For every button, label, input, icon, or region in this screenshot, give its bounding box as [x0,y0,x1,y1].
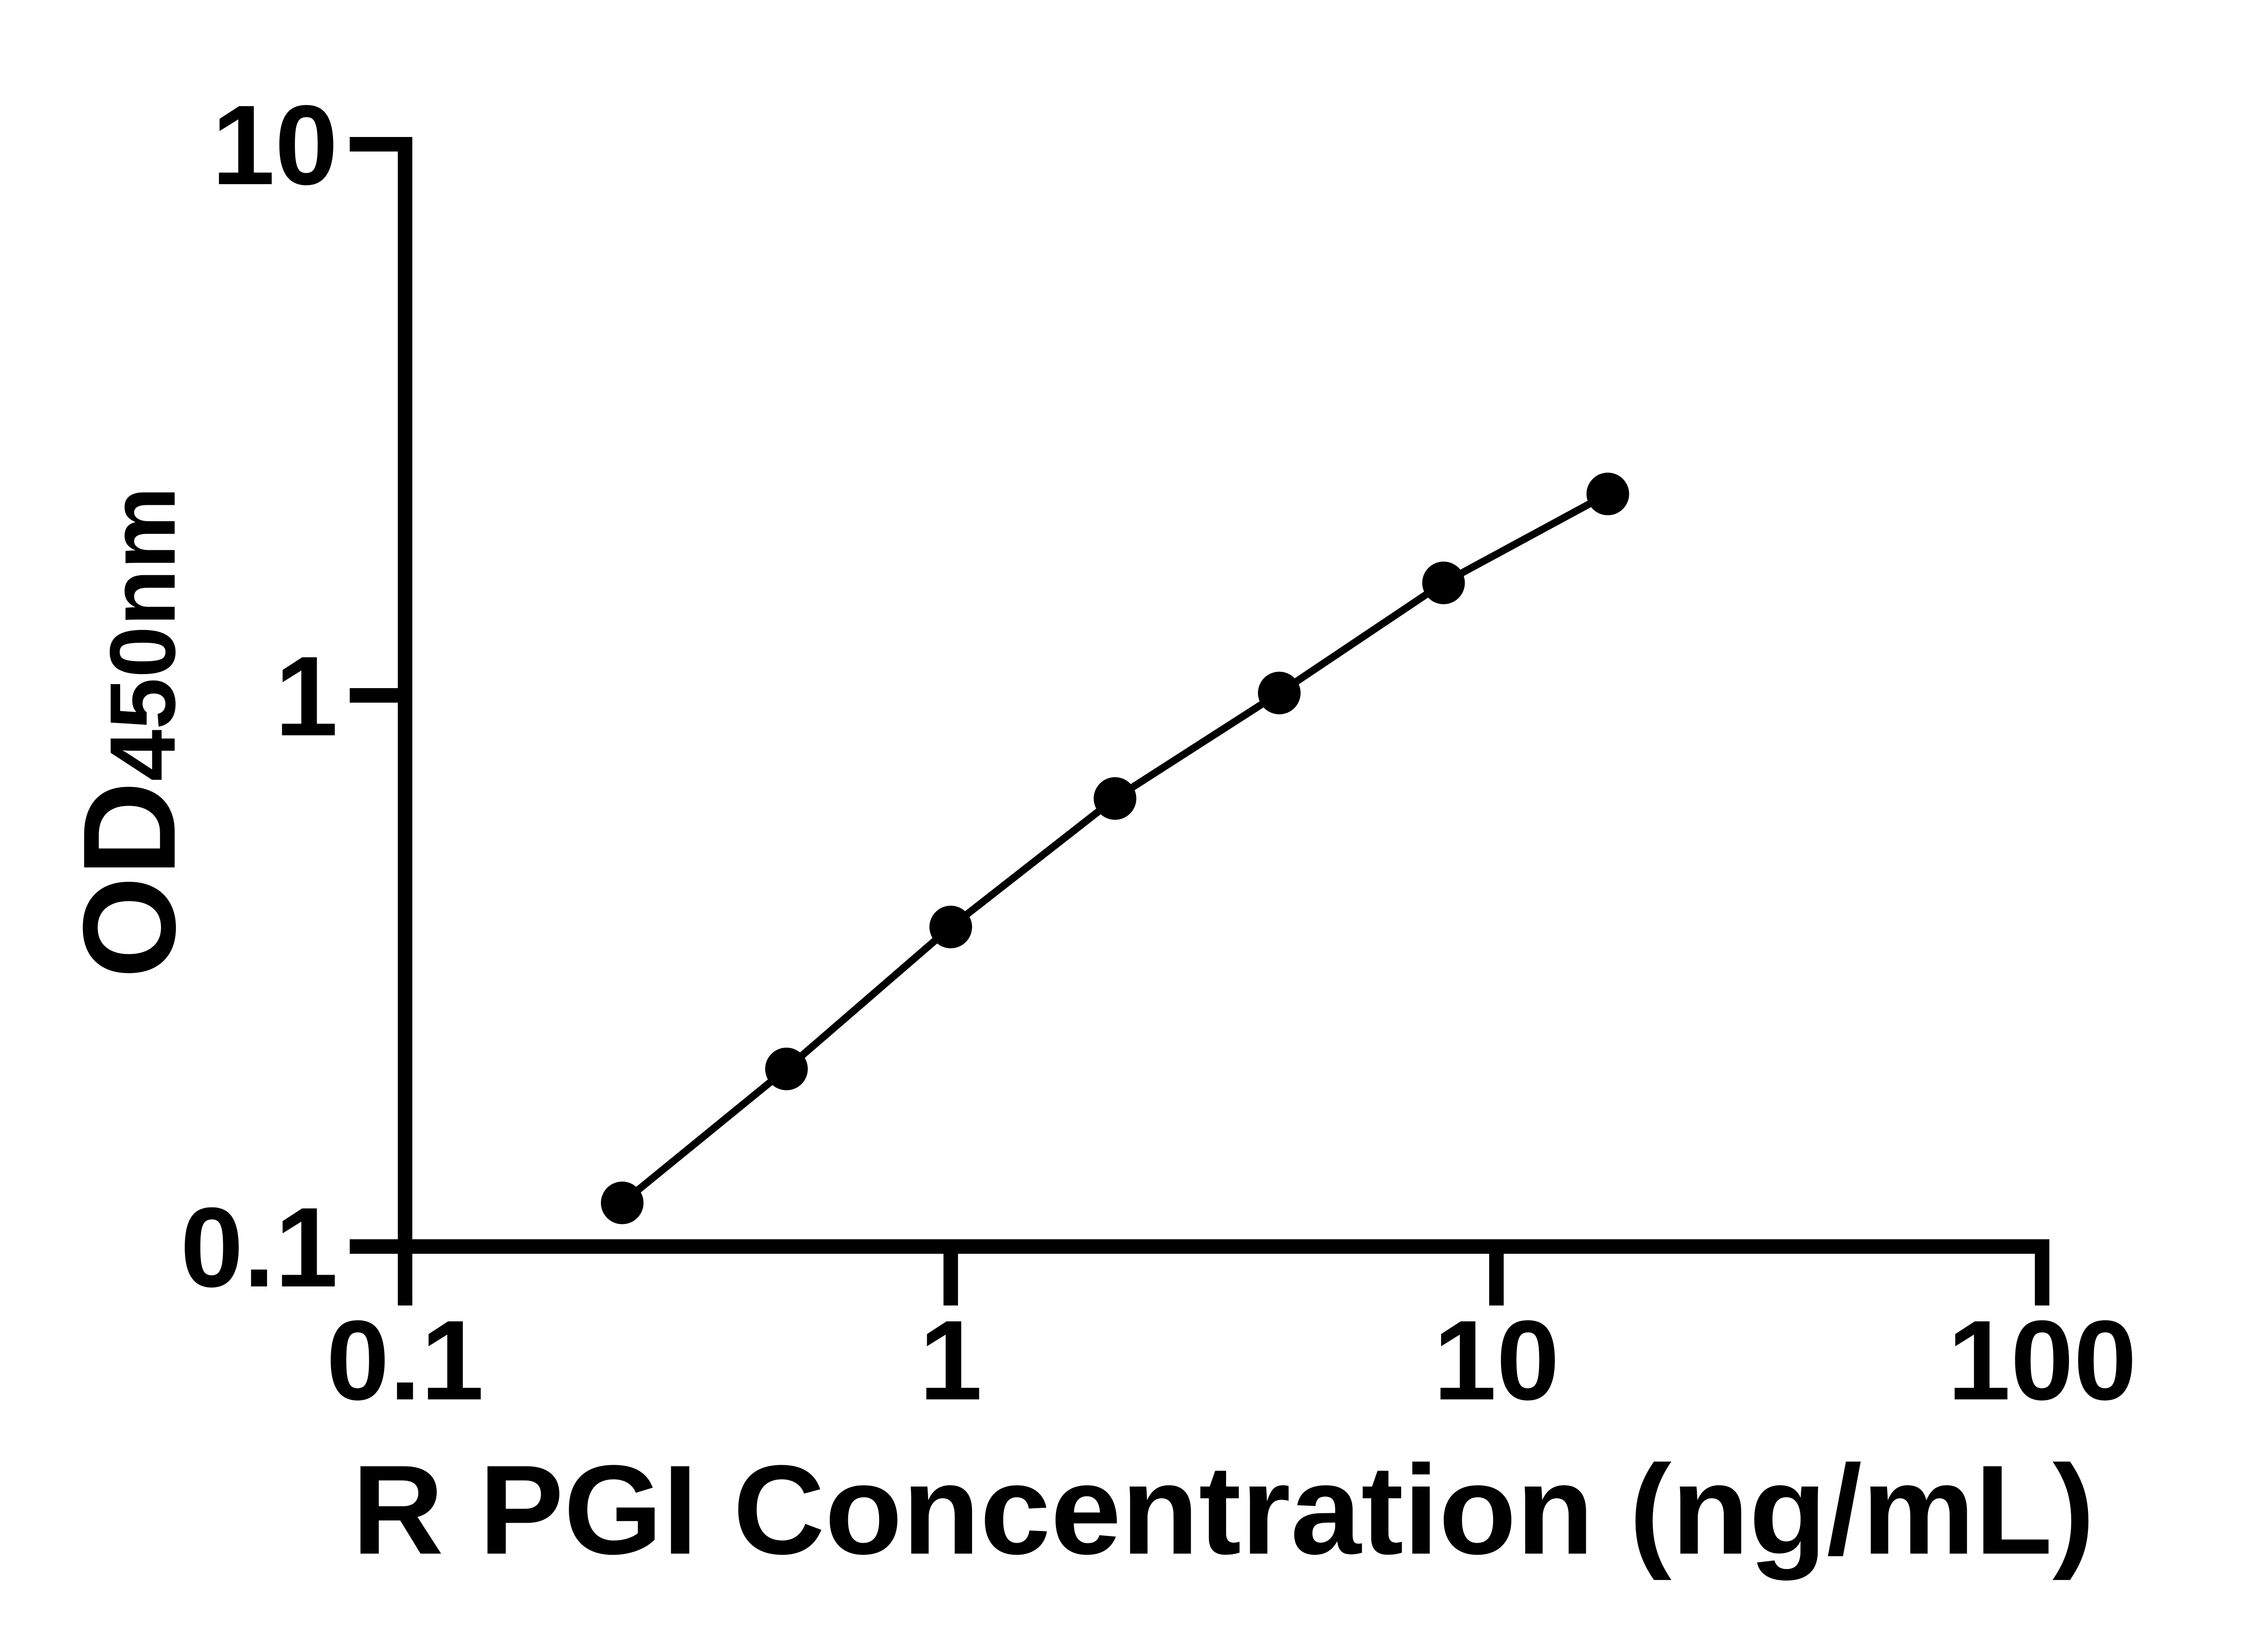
data-point-marker [1586,472,1629,515]
data-series-layer [601,472,1629,1224]
x-tick-label: 0.1 [326,1297,484,1423]
standard-curve-line [618,490,1612,1207]
x-tick-label: 100 [1947,1297,2136,1423]
x-axis-title: R PGI Concentration (ng/mL) [352,1439,2095,1581]
data-point-marker [601,1181,644,1224]
y-tick-label: 10 [212,82,338,208]
y-tick-label: 0.1 [180,1184,338,1310]
data-point-marker [1094,777,1137,820]
y-tick-label: 1 [275,633,338,759]
data-point-marker [1258,671,1301,714]
y-axis-title: OD450nm [56,487,203,979]
axes-layer: 0.1 1 10 100 10 1 0.1 [180,82,2136,1423]
data-point-marker [929,905,972,949]
x-tick-label: 1 [919,1297,982,1423]
y-axis-title-sub: 450nm [91,487,195,782]
y-axis-title-main: OD [56,781,203,978]
data-point-marker [765,1047,808,1090]
x-tick-label: 10 [1433,1297,1559,1423]
data-point-marker [1422,561,1465,604]
